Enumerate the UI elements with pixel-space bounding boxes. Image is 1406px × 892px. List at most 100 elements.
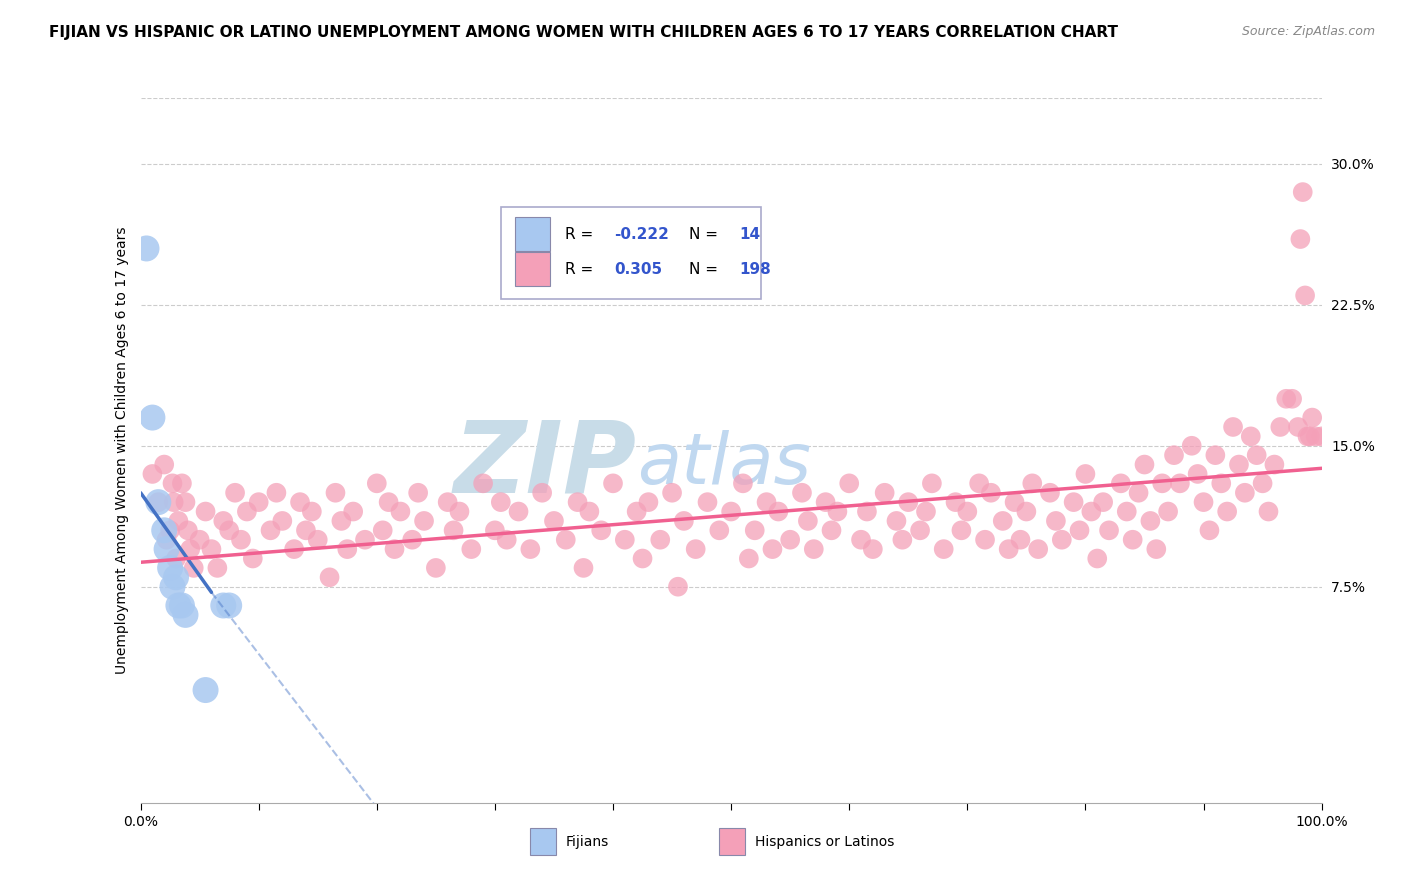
Point	[709, 524, 731, 538]
Point	[194, 683, 217, 698]
Point	[1122, 533, 1144, 547]
Point	[148, 495, 170, 509]
Point	[141, 410, 163, 425]
Point	[162, 476, 184, 491]
Point	[200, 542, 222, 557]
Point	[366, 476, 388, 491]
Point	[827, 504, 849, 518]
Point	[266, 485, 288, 500]
Point	[797, 514, 820, 528]
Point	[531, 485, 554, 500]
Point	[371, 524, 394, 538]
Point	[1050, 533, 1073, 547]
Point	[436, 495, 458, 509]
Point	[179, 542, 201, 557]
Point	[744, 524, 766, 538]
Point	[218, 524, 240, 538]
Point	[472, 476, 495, 491]
Point	[148, 495, 170, 509]
Point	[1211, 476, 1233, 491]
Point	[1128, 485, 1150, 500]
Point	[460, 542, 482, 557]
Point	[330, 514, 353, 528]
Point	[174, 607, 197, 622]
Point	[685, 542, 707, 557]
Point	[325, 485, 347, 500]
Point	[1039, 485, 1062, 500]
Point	[183, 561, 205, 575]
Point	[177, 524, 200, 538]
Point	[1109, 476, 1132, 491]
Point	[170, 476, 193, 491]
Point	[342, 504, 364, 518]
Point	[229, 533, 252, 547]
Point	[449, 504, 471, 518]
Point	[212, 514, 235, 528]
Point	[779, 533, 801, 547]
Point	[602, 476, 624, 491]
Point	[1296, 429, 1319, 443]
Point	[1233, 485, 1256, 500]
Point	[489, 495, 512, 509]
Point	[1222, 420, 1244, 434]
Point	[1246, 448, 1268, 462]
Point	[406, 485, 429, 500]
Point	[1187, 467, 1209, 481]
Point	[591, 524, 613, 538]
Point	[1144, 542, 1167, 557]
Point	[554, 533, 576, 547]
Point	[1198, 524, 1220, 538]
Point	[167, 514, 190, 528]
Point	[1139, 514, 1161, 528]
Point	[301, 504, 323, 518]
Point	[631, 551, 654, 566]
Point	[141, 467, 163, 481]
Point	[336, 542, 359, 557]
Point	[1275, 392, 1298, 406]
Point	[897, 495, 920, 509]
Text: Hispanics or Latinos: Hispanics or Latinos	[755, 835, 894, 848]
Point	[572, 561, 595, 575]
Point	[159, 524, 181, 538]
Point	[945, 495, 967, 509]
Point	[974, 533, 997, 547]
Point	[401, 533, 423, 547]
Point	[873, 485, 896, 500]
Point	[1152, 476, 1174, 491]
Point	[932, 542, 955, 557]
Point	[153, 458, 176, 472]
Point	[567, 495, 589, 509]
Point	[696, 495, 718, 509]
Point	[1227, 458, 1250, 472]
Point	[578, 504, 600, 518]
Point	[295, 524, 318, 538]
Text: ZIP: ZIP	[454, 416, 637, 513]
Point	[1192, 495, 1215, 509]
Point	[1240, 429, 1263, 443]
Point	[508, 504, 530, 518]
Point	[425, 561, 447, 575]
FancyBboxPatch shape	[515, 218, 550, 251]
Point	[720, 504, 742, 518]
Point	[1157, 504, 1180, 518]
Point	[236, 504, 259, 518]
Point	[1251, 476, 1274, 491]
Point	[1257, 504, 1279, 518]
Point	[170, 599, 193, 613]
Point	[389, 504, 412, 518]
Y-axis label: Unemployment Among Women with Children Ages 6 to 17 years: Unemployment Among Women with Children A…	[115, 227, 129, 674]
Point	[803, 542, 825, 557]
Point	[862, 542, 884, 557]
Point	[1069, 524, 1091, 538]
Point	[1305, 429, 1327, 443]
Point	[1270, 420, 1292, 434]
FancyBboxPatch shape	[530, 828, 557, 855]
Point	[838, 476, 860, 491]
Text: N =: N =	[689, 262, 723, 277]
FancyBboxPatch shape	[501, 207, 761, 299]
Point	[135, 242, 157, 256]
Point	[167, 599, 190, 613]
Point	[384, 542, 406, 557]
Point	[637, 495, 659, 509]
Point	[165, 551, 187, 566]
